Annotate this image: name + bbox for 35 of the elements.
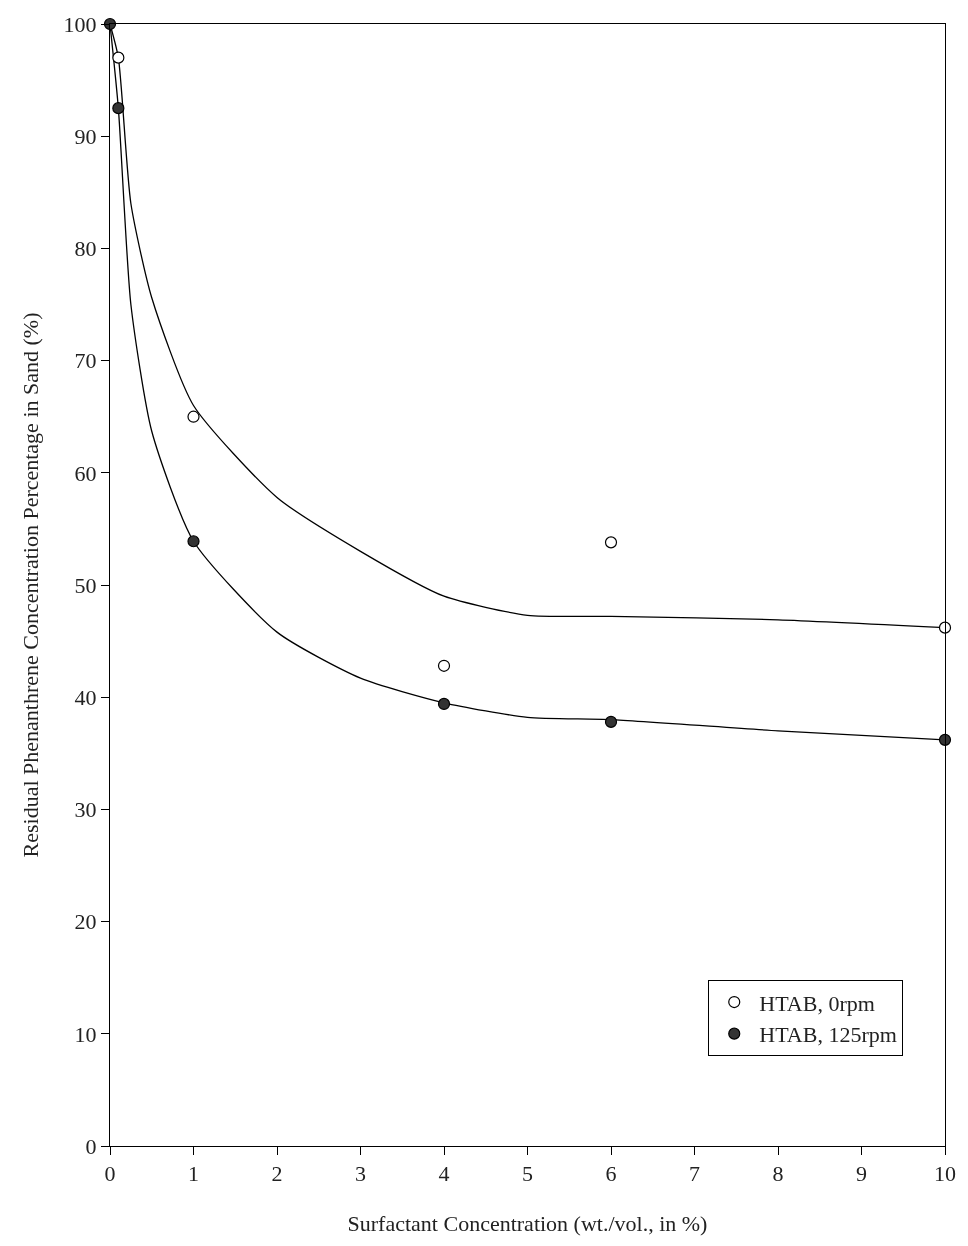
point — [187, 410, 200, 423]
x-tick-label: 2 — [271, 1161, 283, 1187]
x-tick-label: 1 — [188, 1161, 199, 1187]
y-tick-label: 70 — [74, 348, 97, 374]
y-tick-label: 30 — [74, 797, 97, 823]
point — [437, 697, 451, 711]
x-axis-title: Surfactant Concentration (wt./vol., in %) — [347, 1211, 708, 1237]
point — [437, 659, 451, 672]
point — [112, 102, 125, 115]
y-tick-label: 0 — [85, 1133, 97, 1159]
y-tick-label: 80 — [74, 236, 97, 262]
x-tick-label: 8 — [772, 1161, 784, 1187]
y-tick-label: 40 — [74, 684, 97, 710]
x-tick-label: 4 — [438, 1161, 450, 1187]
y-tick-label: 10 — [74, 1021, 97, 1047]
x-tick-label: 6 — [605, 1161, 617, 1187]
y-axis-title: Residual Phenanthrene Concentration Percentage in Sand (%) — [18, 312, 44, 858]
y-tick-label: 20 — [74, 909, 97, 935]
point — [604, 715, 618, 728]
y-tick-label: 50 — [74, 572, 97, 598]
x-tick-label: 0 — [104, 1161, 116, 1187]
point — [112, 51, 125, 64]
legend-label: HTAB, 125rpm — [759, 1022, 897, 1048]
point — [187, 535, 200, 548]
legend-label: HTAB, 0rpm — [759, 990, 875, 1016]
x-tick-label: 9 — [856, 1161, 867, 1187]
x-tick-label: 7 — [689, 1161, 700, 1187]
point — [938, 733, 952, 746]
x-tick-label: 5 — [522, 1161, 533, 1187]
y-tick-label: 60 — [74, 460, 97, 486]
point — [604, 536, 618, 549]
y-tick-label: 100 — [63, 11, 97, 37]
x-tick-label: 10 — [934, 1161, 956, 1187]
x-tick-label: 3 — [355, 1161, 366, 1187]
y-tick-label: 90 — [74, 123, 97, 149]
